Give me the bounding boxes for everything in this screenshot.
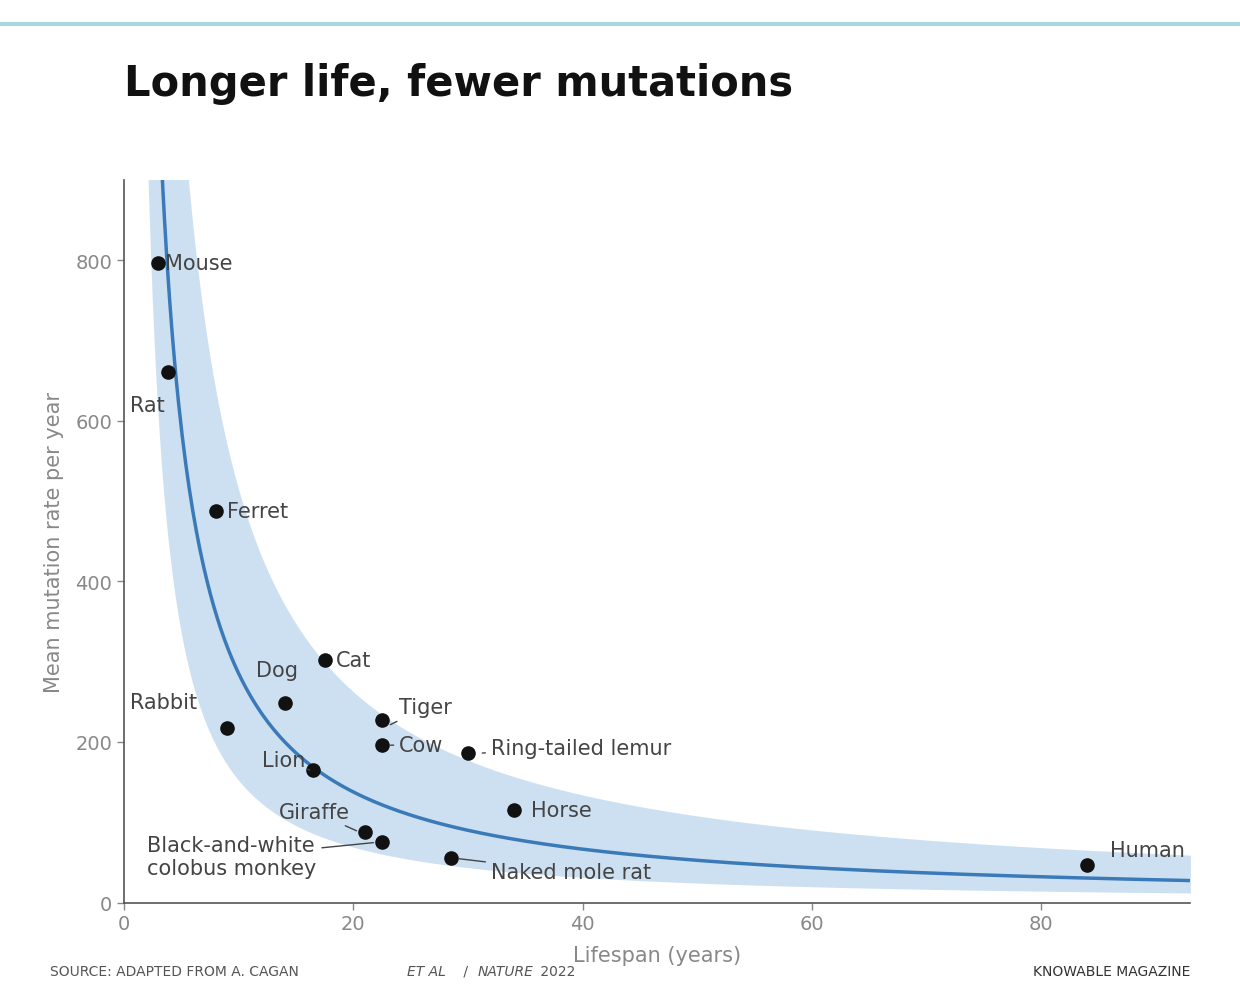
- Text: Cat: Cat: [336, 650, 372, 670]
- Text: SOURCE: ADAPTED FROM A. CAGAN: SOURCE: ADAPTED FROM A. CAGAN: [50, 964, 303, 978]
- Point: [372, 712, 392, 728]
- Text: Cow: Cow: [391, 735, 444, 755]
- Text: NATURE: NATURE: [477, 964, 533, 978]
- Text: Rat: Rat: [130, 395, 165, 415]
- Text: Mouse: Mouse: [165, 254, 233, 274]
- Y-axis label: Mean mutation rate per year: Mean mutation rate per year: [45, 391, 64, 692]
- Text: Naked mole rat: Naked mole rat: [459, 859, 651, 883]
- Point: [274, 695, 294, 711]
- Point: [355, 824, 374, 841]
- X-axis label: Lifespan (years): Lifespan (years): [573, 945, 742, 965]
- Text: Longer life, fewer mutations: Longer life, fewer mutations: [124, 63, 794, 105]
- Point: [441, 851, 461, 867]
- Point: [458, 745, 477, 761]
- Text: Lion: Lion: [262, 750, 310, 770]
- Point: [315, 652, 335, 668]
- Point: [206, 504, 226, 520]
- Text: Rabbit: Rabbit: [130, 692, 197, 712]
- Point: [149, 256, 169, 272]
- Text: Ring-tailed lemur: Ring-tailed lemur: [482, 738, 671, 758]
- Point: [304, 762, 324, 778]
- Text: Horse: Horse: [531, 800, 591, 820]
- Text: Tiger: Tiger: [391, 698, 453, 725]
- Text: /: /: [459, 964, 472, 978]
- Text: Black-and-white
colobus monkey: Black-and-white colobus monkey: [146, 835, 373, 879]
- Point: [372, 834, 392, 851]
- Point: [1078, 857, 1097, 873]
- Point: [217, 720, 237, 736]
- Text: ET AL: ET AL: [407, 964, 445, 978]
- Point: [503, 802, 523, 818]
- Text: Human: Human: [1110, 841, 1185, 861]
- Text: Giraffe: Giraffe: [279, 802, 357, 830]
- Text: KNOWABLE MAGAZINE: KNOWABLE MAGAZINE: [1033, 964, 1190, 978]
- Point: [157, 364, 177, 380]
- Text: Ferret: Ferret: [227, 502, 289, 522]
- Point: [372, 737, 392, 753]
- Text: Dog: Dog: [255, 660, 298, 680]
- Text: 2022: 2022: [536, 964, 575, 978]
